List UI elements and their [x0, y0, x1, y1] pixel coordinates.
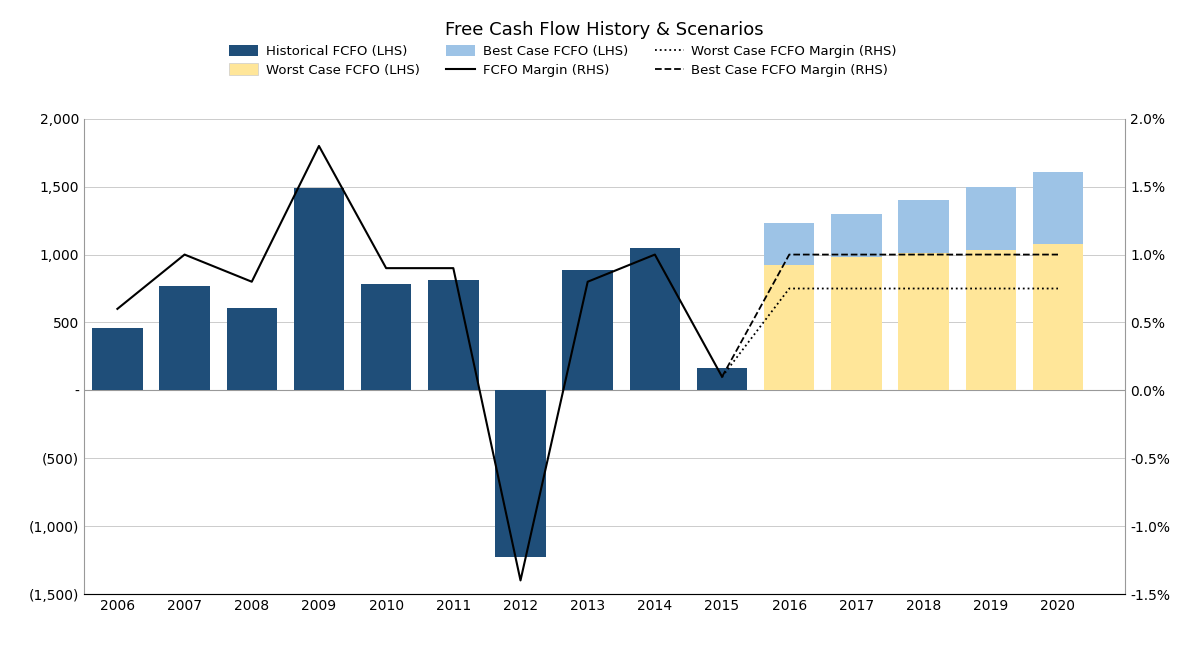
Bar — [764, 265, 814, 390]
Bar — [966, 187, 1016, 390]
Bar — [361, 284, 412, 390]
Bar — [697, 368, 747, 390]
Bar — [159, 286, 209, 390]
Title: Free Cash Flow History & Scenarios: Free Cash Flow History & Scenarios — [445, 22, 764, 40]
Bar — [899, 200, 949, 390]
Bar — [899, 253, 949, 390]
Bar — [966, 251, 1016, 390]
Bar — [293, 188, 345, 390]
Bar — [1033, 172, 1083, 390]
Bar — [226, 308, 277, 390]
Bar — [429, 280, 479, 390]
Legend: Historical FCFO (LHS), Worst Case FCFO (LHS), Best Case FCFO (LHS), FCFO Margin : Historical FCFO (LHS), Worst Case FCFO (… — [229, 45, 897, 77]
Bar — [92, 328, 142, 390]
Bar — [1033, 244, 1083, 390]
Bar — [831, 214, 882, 390]
Bar — [831, 257, 882, 390]
Bar — [630, 248, 680, 390]
Bar — [496, 390, 546, 557]
Bar — [764, 223, 814, 390]
Bar — [563, 269, 613, 390]
